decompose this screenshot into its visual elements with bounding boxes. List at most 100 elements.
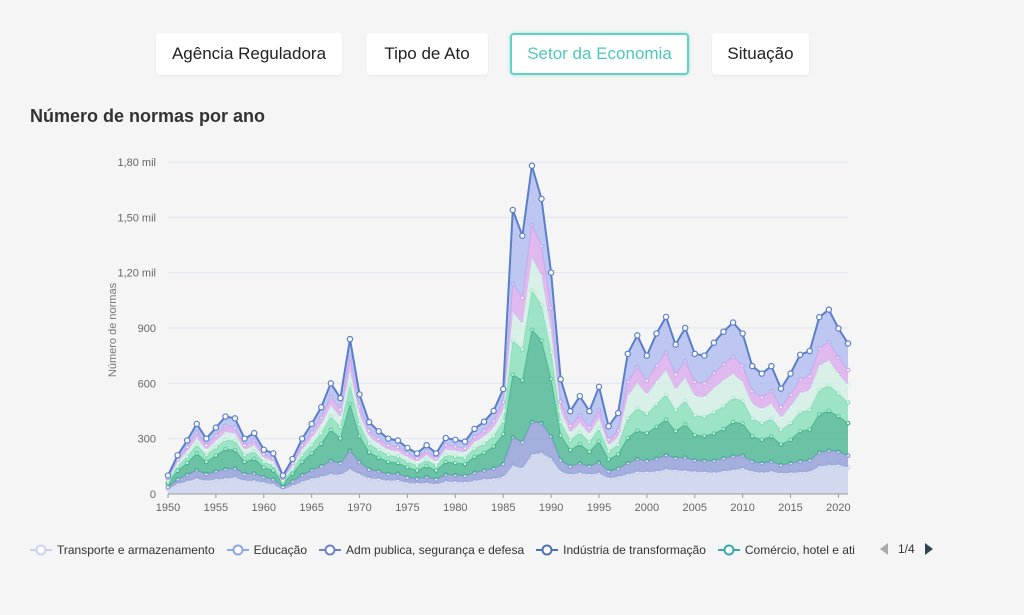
y-tick-label: 1,20 mil bbox=[117, 268, 156, 280]
legend-marker-icon bbox=[536, 544, 559, 556]
axes: 0 300 600 900 1,20 mil 1,50 mil 1,80 mil 1950 19… bbox=[117, 157, 850, 514]
x-tick-label: 1970 bbox=[347, 502, 371, 514]
legend-item-adm-publica[interactable]: Adm publica, segurança e defesa bbox=[319, 543, 524, 557]
data-point bbox=[653, 330, 660, 337]
legend-label: Adm publica, segurança e defesa bbox=[346, 543, 525, 557]
x-tick-label: 1985 bbox=[491, 502, 515, 514]
legend-marker-icon bbox=[30, 544, 52, 556]
legend-label: Transporte e armazenamento bbox=[57, 543, 215, 557]
x-tick-label: 2015 bbox=[778, 502, 802, 514]
legend-pager: 1/4 bbox=[880, 542, 933, 556]
data-point bbox=[413, 450, 421, 457]
legend-label: Educação bbox=[253, 543, 308, 557]
data-point bbox=[404, 444, 411, 452]
x-tick-label: 2020 bbox=[826, 502, 850, 514]
data-point bbox=[241, 435, 248, 442]
y-tick-label: 600 bbox=[138, 378, 156, 390]
data-point bbox=[231, 415, 239, 422]
data-point bbox=[490, 407, 497, 415]
data-point bbox=[471, 425, 478, 433]
data-point bbox=[739, 330, 746, 337]
area-layers bbox=[164, 162, 852, 494]
data-point bbox=[605, 423, 612, 430]
data-point bbox=[183, 437, 191, 444]
legend-page-indicator: 1/4 bbox=[898, 542, 915, 556]
x-tick-label: 1965 bbox=[299, 502, 323, 514]
legend: Transporte e armazenamento Educação Adm … bbox=[30, 538, 867, 562]
tab-tipo-de-ato[interactable]: Tipo de Ato bbox=[366, 33, 488, 75]
data-point bbox=[509, 206, 516, 214]
data-point bbox=[701, 352, 708, 359]
y-tick-label: 900 bbox=[138, 323, 156, 335]
data-point bbox=[643, 352, 651, 359]
data-point bbox=[356, 391, 363, 398]
y-tick-label: 1,80 mil bbox=[117, 157, 156, 169]
data-point bbox=[528, 162, 536, 169]
tab-bar: Agência Reguladora Tipo de Ato Setor da … bbox=[0, 33, 1024, 75]
data-point bbox=[289, 455, 296, 463]
data-point bbox=[634, 332, 641, 339]
data-point bbox=[576, 392, 584, 400]
data-point bbox=[806, 347, 813, 355]
tab-setor-da-economia[interactable]: Setor da Economia bbox=[510, 33, 689, 75]
data-point bbox=[681, 324, 689, 332]
x-tick-label: 1955 bbox=[204, 502, 228, 514]
data-point bbox=[452, 436, 459, 443]
data-point bbox=[567, 408, 574, 415]
legend-item-industria[interactable]: Indústria de transformação bbox=[536, 543, 706, 557]
legend-item-educacao[interactable]: Educação bbox=[226, 543, 308, 557]
data-point bbox=[442, 434, 449, 442]
x-tick-label: 1950 bbox=[156, 502, 180, 514]
data-point bbox=[270, 450, 277, 457]
data-point bbox=[614, 409, 622, 417]
data-point bbox=[547, 269, 555, 276]
data-point bbox=[796, 351, 804, 358]
area-layer-4 bbox=[168, 257, 848, 482]
data-point bbox=[337, 394, 344, 402]
tab-situacao[interactable]: Situação bbox=[712, 33, 809, 75]
data-point bbox=[787, 370, 794, 377]
chart-title: Número de normas por ano bbox=[30, 106, 266, 126]
y-tick-label: 1,50 mil bbox=[117, 212, 156, 224]
area-layer-1 bbox=[168, 421, 848, 490]
data-point bbox=[624, 350, 631, 358]
tab-agencia-reguladora[interactable]: Agência Reguladora bbox=[156, 33, 342, 75]
data-point bbox=[749, 362, 756, 370]
legend-label: Indústria de transformação bbox=[563, 543, 706, 557]
data-point bbox=[164, 472, 172, 479]
data-point bbox=[461, 438, 469, 445]
legend-item-transporte[interactable]: Transporte e armazenamento bbox=[30, 543, 215, 557]
x-tick-label: 1995 bbox=[587, 502, 611, 514]
data-point bbox=[586, 408, 593, 415]
y-tick-label: 0 bbox=[150, 489, 156, 501]
legend-item-comercio[interactable]: Comércio, hotel e ati bbox=[717, 543, 855, 557]
data-point bbox=[480, 418, 488, 425]
data-point bbox=[835, 325, 842, 332]
data-point bbox=[222, 413, 229, 420]
data-point bbox=[557, 376, 564, 383]
x-tick-label: 2005 bbox=[683, 502, 707, 514]
data-point bbox=[595, 383, 603, 390]
data-point bbox=[691, 350, 698, 358]
data-point bbox=[729, 319, 737, 326]
data-point bbox=[212, 424, 220, 431]
prev-page-icon[interactable] bbox=[880, 543, 888, 555]
data-point bbox=[327, 380, 335, 387]
data-point bbox=[260, 446, 267, 453]
data-point bbox=[346, 335, 354, 343]
next-page-icon[interactable] bbox=[924, 543, 933, 555]
data-point bbox=[844, 340, 852, 347]
data-point bbox=[758, 370, 766, 377]
data-point bbox=[318, 404, 325, 411]
data-point bbox=[768, 362, 775, 370]
area-layer-0 bbox=[168, 452, 848, 494]
data-point bbox=[500, 385, 507, 393]
data-point bbox=[423, 441, 430, 449]
data-point bbox=[385, 435, 392, 442]
data-point bbox=[777, 385, 785, 392]
legend-marker-icon bbox=[319, 544, 342, 556]
area-layer-5 bbox=[168, 224, 848, 480]
data-point bbox=[174, 452, 181, 459]
area-layer-3 bbox=[168, 290, 848, 484]
data-point bbox=[825, 306, 833, 313]
